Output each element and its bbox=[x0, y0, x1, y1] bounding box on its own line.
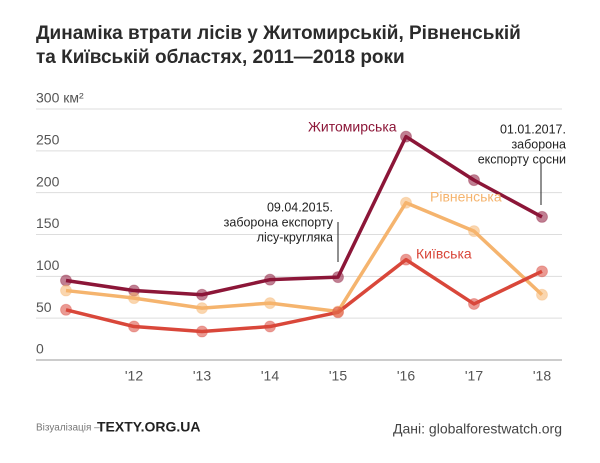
series-label: Київська bbox=[416, 246, 472, 262]
credit-label: Візуалізація – bbox=[36, 423, 100, 434]
data-point bbox=[196, 302, 208, 315]
data-point bbox=[400, 130, 412, 143]
annotation: 01.01.2017. bbox=[500, 122, 566, 136]
data-point bbox=[536, 288, 548, 301]
data-point bbox=[196, 325, 208, 338]
data-point bbox=[264, 320, 276, 333]
x-tick-label: '14 bbox=[261, 368, 279, 384]
series-line bbox=[65, 200, 544, 314]
source: Дані: globalforestwatch.org bbox=[393, 421, 562, 437]
chart-title: Динаміка втрати лісів у Житомирській, Рі… bbox=[36, 23, 521, 44]
annotation: лісу-кругляка bbox=[257, 230, 333, 244]
data-point bbox=[196, 288, 208, 301]
y-tick-label: 100 bbox=[36, 257, 60, 273]
data-point bbox=[332, 306, 344, 319]
annotation: експорту сосни bbox=[478, 152, 566, 166]
data-point bbox=[60, 284, 72, 297]
x-tick-label: '13 bbox=[193, 368, 211, 384]
data-point bbox=[60, 274, 72, 287]
data-point bbox=[332, 271, 344, 284]
series-label: Житомирська bbox=[308, 119, 397, 135]
data-point bbox=[60, 303, 72, 316]
x-tick-label: '12 bbox=[125, 368, 143, 384]
x-tick-label: '18 bbox=[533, 368, 551, 384]
series-label: Рівненська bbox=[430, 189, 502, 205]
x-tick-label: '17 bbox=[465, 368, 483, 384]
y-tick-label: 50 bbox=[36, 299, 52, 315]
credit: TEXTY.ORG.UA bbox=[97, 419, 200, 435]
y-tick-label: 250 bbox=[36, 132, 60, 148]
data-point bbox=[400, 253, 412, 266]
y-tick-label: 300 км² bbox=[36, 90, 84, 106]
data-point bbox=[468, 225, 480, 238]
annotation: заборона експорту bbox=[224, 215, 334, 229]
data-point bbox=[264, 273, 276, 286]
series-line bbox=[65, 134, 543, 297]
series-line bbox=[65, 257, 543, 334]
y-tick-label: 150 bbox=[36, 215, 60, 231]
x-tick-label: '16 bbox=[397, 368, 415, 384]
data-point bbox=[400, 196, 412, 209]
data-point bbox=[128, 320, 140, 333]
data-point bbox=[536, 210, 548, 223]
data-point bbox=[128, 292, 140, 305]
data-point bbox=[264, 297, 276, 310]
chart-title: та Київській областях, 2011—2018 роки bbox=[36, 47, 405, 68]
annotation: 09.04.2015. bbox=[267, 200, 333, 214]
y-tick-label: 200 bbox=[36, 173, 60, 189]
annotation: заборона bbox=[511, 137, 566, 151]
data-point bbox=[468, 174, 480, 187]
data-point bbox=[468, 297, 480, 310]
x-tick-label: '15 bbox=[329, 368, 347, 384]
data-point bbox=[536, 265, 548, 278]
y-tick-label: 0 bbox=[36, 341, 44, 357]
